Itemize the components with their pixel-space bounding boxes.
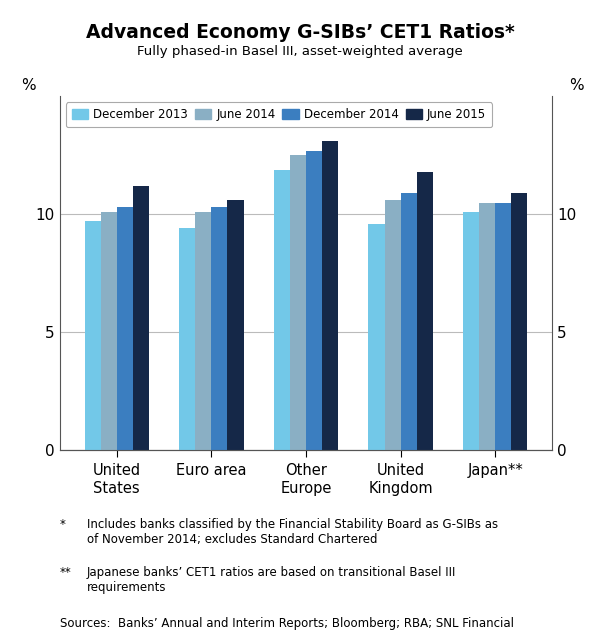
Bar (211, 207, 227, 450)
Text: **: ** (60, 566, 72, 579)
Bar (227, 200, 244, 450)
Text: *: * (60, 518, 66, 530)
Text: Japanese banks’ CET1 ratios are based on transitional Basel III
requirements: Japanese banks’ CET1 ratios are based on… (87, 566, 457, 594)
Text: Sources:  Banks’ Annual and Interim Reports; Bloomberg; RBA; SNL Financial: Sources: Banks’ Annual and Interim Repor… (60, 617, 514, 630)
Text: %: % (20, 78, 35, 93)
Bar (495, 203, 511, 450)
Text: Fully phased-in Basel III, asset-weighted average: Fully phased-in Basel III, asset-weighte… (137, 45, 463, 58)
Text: %: % (569, 78, 584, 93)
Bar (133, 186, 149, 450)
Text: Advanced Economy G-SIBs’ CET1 Ratios*: Advanced Economy G-SIBs’ CET1 Ratios* (86, 23, 514, 42)
Bar (290, 156, 306, 450)
Legend: December 2013, June 2014, December 2014, June 2015: December 2013, June 2014, December 2014,… (66, 102, 492, 127)
Bar (463, 212, 479, 450)
Bar (385, 200, 401, 450)
Bar (306, 150, 322, 450)
Bar (117, 207, 133, 450)
Bar (85, 221, 101, 450)
Bar (196, 212, 211, 450)
Text: Includes banks classified by the Financial Stability Board as G-SIBs as
of Novem: Includes banks classified by the Financi… (87, 518, 498, 546)
Bar (401, 193, 417, 450)
Bar (511, 193, 527, 450)
Bar (479, 203, 495, 450)
Bar (101, 212, 117, 450)
Bar (417, 172, 433, 450)
Bar (274, 170, 290, 450)
Bar (179, 228, 196, 450)
Bar (322, 141, 338, 450)
Bar (368, 224, 385, 450)
